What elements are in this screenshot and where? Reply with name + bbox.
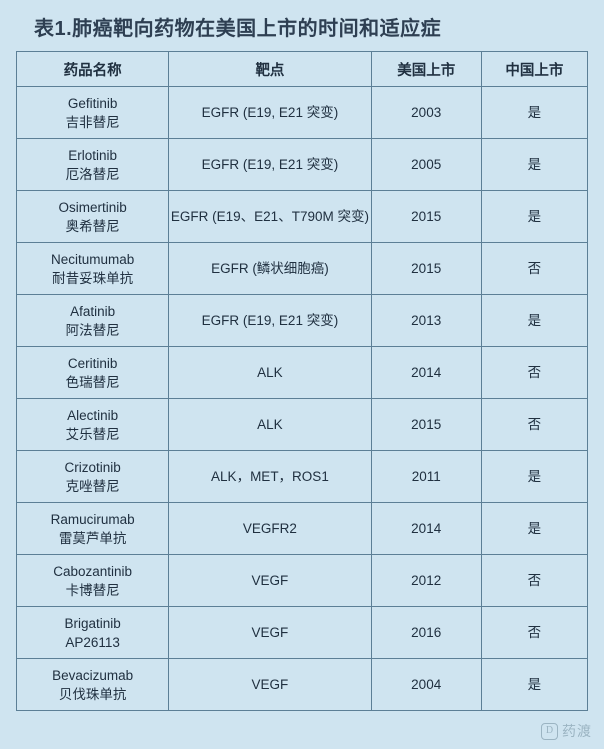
cell-drug-name: Necitumumab 耐昔妥珠单抗: [15, 242, 170, 295]
table-row: Cabozantinib 卡博替尼 VEGF 2012 否: [15, 554, 589, 607]
drug-name-cn: 雷莫芦单抗: [58, 530, 127, 546]
cell-target: VEGF: [168, 554, 372, 607]
drug-name-cn: 厄洛替尼: [65, 166, 120, 182]
cell-drug-name: Ramucirumab 雷莫芦单抗: [15, 502, 170, 555]
drug-name-en: Ramucirumab: [50, 511, 135, 527]
cell-cn-approval: 是: [480, 502, 589, 555]
table-row: Gefitinib 吉非替尼 EGFR (E19, E21 突变) 2003 是: [15, 86, 589, 139]
drug-name-cn: 贝伐珠单抗: [58, 686, 127, 702]
table-row: Bevacizumab 贝伐珠单抗 VEGF 2004 是: [15, 658, 589, 711]
cell-us-approval: 2015: [370, 242, 482, 295]
drug-name-en: Ceritinib: [67, 355, 118, 371]
cell-drug-name: Osimertinib 奥希替尼: [15, 190, 170, 243]
table-row: Afatinib 阿法替尼 EGFR (E19, E21 突变) 2013 是: [15, 294, 589, 347]
cell-us-approval: 2013: [370, 294, 482, 347]
drug-name-cn: 色瑞替尼: [65, 374, 120, 390]
cell-cn-approval: 是: [480, 86, 589, 139]
cell-us-approval: 2012: [370, 554, 482, 607]
cell-target: EGFR (E19、E21、T790M 突变): [168, 190, 372, 243]
drug-name-en: Erlotinib: [68, 147, 118, 163]
cell-cn-approval: 是: [480, 294, 589, 347]
drug-name-cn: 耐昔妥珠单抗: [52, 270, 134, 286]
cell-drug-name: Afatinib 阿法替尼: [15, 294, 170, 347]
cell-us-approval: 2014: [370, 346, 482, 399]
cell-drug-name: Bevacizumab 贝伐珠单抗: [15, 658, 170, 711]
watermark-logo-icon: D: [541, 722, 558, 740]
cell-target: VEGF: [168, 658, 372, 711]
cell-target: EGFR (E19, E21 突变): [168, 294, 372, 347]
page-title: 表1.肺癌靶向药物在美国上市的时间和适应症: [34, 18, 442, 40]
drug-name-cn: 吉非替尼: [65, 114, 120, 130]
cell-drug-name: Brigatinib AP26113: [15, 606, 170, 659]
drug-name-en: Alectinib: [67, 407, 119, 423]
cell-target: EGFR (E19, E21 突变): [168, 138, 372, 191]
cell-drug-name: Ceritinib 色瑞替尼: [15, 346, 170, 399]
drug-name-cn: 阿法替尼: [65, 322, 120, 338]
cell-cn-approval: 是: [480, 190, 589, 243]
drug-name-en: Afatinib: [70, 303, 116, 319]
column-header-us-approval: 美国上市: [370, 51, 482, 87]
column-header-cn-approval: 中国上市: [480, 51, 589, 87]
cell-target: ALK: [168, 346, 372, 399]
drug-approval-table: 药品名称 靶点 美国上市 中国上市 Gefitinib 吉非替尼 EGFR (E…: [15, 51, 589, 711]
cell-us-approval: 2004: [370, 658, 482, 711]
drug-name-en: Brigatinib: [64, 615, 121, 631]
cell-us-approval: 2015: [370, 190, 482, 243]
cell-target: EGFR (鳞状细胞癌): [168, 242, 372, 295]
drug-name-en: Gefitinib: [67, 95, 118, 111]
cell-drug-name: Crizotinib 克唑替尼: [15, 450, 170, 503]
cell-drug-name: Gefitinib 吉非替尼: [15, 86, 170, 139]
cell-us-approval: 2016: [370, 606, 482, 659]
table-row: Erlotinib 厄洛替尼 EGFR (E19, E21 突变) 2005 是: [15, 138, 589, 191]
drug-name-en: Necitumumab: [50, 251, 135, 267]
drug-name-cn: 艾乐替尼: [65, 426, 120, 442]
cell-target: VEGF: [168, 606, 372, 659]
cell-target: VEGFR2: [168, 502, 372, 555]
column-header-target: 靶点: [168, 51, 372, 87]
table-row: Crizotinib 克唑替尼 ALK，MET，ROS1 2011 是: [15, 450, 589, 503]
cell-us-approval: 2014: [370, 502, 482, 555]
column-header-drug-name: 药品名称: [15, 51, 170, 87]
drug-name-cn: 卡博替尼: [65, 582, 120, 598]
cell-target: EGFR (E19, E21 突变): [168, 86, 372, 139]
cell-us-approval: 2003: [370, 86, 482, 139]
drug-name-cn: 克唑替尼: [65, 478, 120, 494]
drug-name-en: Bevacizumab: [52, 667, 134, 683]
cell-cn-approval: 否: [480, 554, 589, 607]
table-row: Ramucirumab 雷莫芦单抗 VEGFR2 2014 是: [15, 502, 589, 555]
cell-target: ALK，MET，ROS1: [168, 450, 372, 503]
cell-cn-approval: 否: [480, 346, 589, 399]
table-header-row: 药品名称 靶点 美国上市 中国上市: [15, 51, 589, 87]
drug-name-en: Osimertinib: [58, 199, 127, 215]
cell-us-approval: 2005: [370, 138, 482, 191]
cell-target: ALK: [168, 398, 372, 451]
table-row: Osimertinib 奥希替尼 EGFR (E19、E21、T790M 突变)…: [15, 190, 589, 243]
cell-cn-approval: 否: [480, 606, 589, 659]
cell-cn-approval: 否: [480, 242, 589, 295]
watermark: D 药渡: [541, 721, 592, 741]
cell-drug-name: Erlotinib 厄洛替尼: [15, 138, 170, 191]
table-row: Brigatinib AP26113 VEGF 2016 否: [15, 606, 589, 659]
drug-name-en: Cabozantinib: [53, 563, 133, 579]
cell-cn-approval: 是: [480, 138, 589, 191]
table-row: Alectinib 艾乐替尼 ALK 2015 否: [15, 398, 589, 451]
table-row: Ceritinib 色瑞替尼 ALK 2014 否: [15, 346, 589, 399]
watermark-label: 药渡: [562, 723, 592, 739]
cell-cn-approval: 是: [480, 450, 589, 503]
cell-us-approval: 2015: [370, 398, 482, 451]
drug-name-cn: 奥希替尼: [65, 218, 120, 234]
cell-cn-approval: 否: [480, 398, 589, 451]
table-row: Necitumumab 耐昔妥珠单抗 EGFR (鳞状细胞癌) 2015 否: [15, 242, 589, 295]
drug-name-en: Crizotinib: [64, 459, 121, 475]
cell-drug-name: Cabozantinib 卡博替尼: [15, 554, 170, 607]
cell-us-approval: 2011: [370, 450, 482, 503]
drug-name-cn: AP26113: [65, 634, 120, 650]
cell-cn-approval: 是: [480, 658, 589, 711]
cell-drug-name: Alectinib 艾乐替尼: [15, 398, 170, 451]
